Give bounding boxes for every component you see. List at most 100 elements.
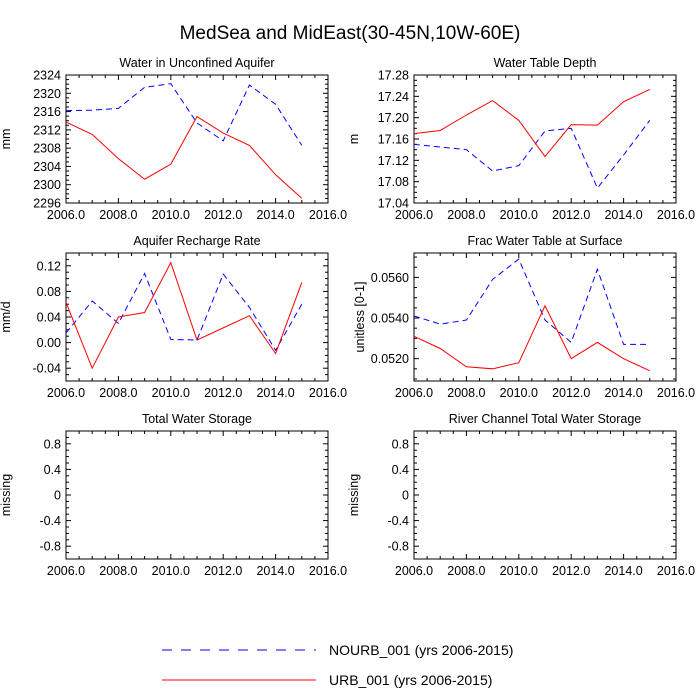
panel-title: Water Table Depth [494, 56, 597, 70]
y-tick-label: 2308 [33, 142, 61, 156]
chart-panel-5: Total Water Storage 2006.0 2008.0 2010.0 201… [0, 412, 347, 578]
y-tick-label: 0.4 [44, 463, 61, 477]
y-tick-label: 2312 [33, 123, 61, 137]
x-tick-label: 2010.0 [500, 564, 538, 578]
y-axis-label: mm/d [0, 301, 13, 332]
x-tick-label: 2016.0 [309, 564, 347, 578]
y-tick-label: -0.8 [387, 540, 409, 554]
panel-title: Total Water Storage [142, 412, 252, 426]
series-line-urb [413, 88, 651, 158]
plot-frame [65, 430, 329, 560]
y-tick-label: 0.00 [37, 336, 61, 350]
y-tick-label: 2324 [33, 69, 61, 83]
x-tick-label: 2016.0 [657, 208, 695, 222]
y-tick-label: 2304 [33, 160, 61, 174]
y-tick-label: 17.12 [378, 154, 409, 168]
x-tick-label: 2008.0 [99, 564, 137, 578]
panels: Water in Unconfined Aquifer 2006.0 2008.0 2… [0, 56, 695, 578]
plot-frame [413, 74, 677, 204]
x-tick-label: 2016.0 [309, 386, 347, 400]
y-tick-label: 0.12 [37, 259, 61, 273]
panel-title: River Channel Total Water Storage [449, 412, 642, 426]
y-tick-label: 17.16 [378, 133, 409, 147]
x-tick-label: 2006.0 [47, 564, 85, 578]
y-axis-label: m [347, 134, 361, 144]
series-line-urb [413, 304, 651, 372]
x-tick-label: 2008.0 [447, 208, 485, 222]
legend-label-nourb: NOURB_001 (yrs 2006-2015) [329, 642, 513, 658]
x-tick-label: 2010.0 [152, 208, 190, 222]
series-line-nourb [413, 258, 650, 345]
x-tick-label: 2012.0 [552, 386, 590, 400]
series-line-urb [65, 261, 303, 370]
y-tick-label: 17.04 [378, 197, 409, 211]
y-tick-label: 0.0560 [371, 271, 409, 285]
x-tick-label: 2008.0 [447, 564, 485, 578]
x-tick-label: 2014.0 [604, 386, 642, 400]
y-tick-label: 2316 [33, 105, 61, 119]
chart-panel-4: Frac Water Table at Surface 2006.0 2008.0 2… [353, 234, 695, 400]
chart-panel-6: River Channel Total Water Storage 2006.0 2… [347, 412, 695, 578]
x-tick-label: 2006.0 [47, 208, 85, 222]
y-tick-label: 0.0520 [371, 352, 409, 366]
y-tick-label: 2296 [33, 197, 61, 211]
x-tick-label: 2014.0 [604, 208, 642, 222]
series-line-nourb [65, 272, 303, 352]
x-tick-label: 2008.0 [447, 386, 485, 400]
x-tick-label: 2006.0 [395, 564, 433, 578]
x-tick-label: 2006.0 [47, 386, 85, 400]
x-tick-label: 2014.0 [604, 564, 642, 578]
panel-title: Water in Unconfined Aquifer [119, 56, 274, 70]
x-tick-label: 2012.0 [552, 208, 590, 222]
x-tick-label: 2006.0 [395, 386, 433, 400]
series-line-nourb [65, 83, 303, 146]
y-tick-label: 0.08 [37, 285, 61, 299]
series-line-nourb [413, 120, 651, 190]
chart-panel-2: Water Table Depth 2006.0 2008.0 2010.0 2012.… [347, 56, 695, 222]
x-tick-label: 2012.0 [204, 208, 242, 222]
y-tick-label: 17.24 [378, 90, 409, 104]
y-tick-label: 17.20 [378, 111, 409, 125]
plot-frame [413, 252, 677, 382]
x-tick-label: 2006.0 [395, 208, 433, 222]
x-tick-label: 2012.0 [552, 564, 590, 578]
y-tick-label: 17.08 [378, 175, 409, 189]
y-tick-label: 0.8 [392, 437, 409, 451]
x-tick-label: 2010.0 [152, 386, 190, 400]
x-tick-label: 2014.0 [256, 564, 294, 578]
panel-title: Frac Water Table at Surface [468, 234, 623, 248]
y-tick-label: -0.04 [33, 362, 62, 376]
x-tick-label: 2014.0 [256, 386, 294, 400]
y-tick-label: 0.8 [44, 437, 61, 451]
chart-panel-1: Water in Unconfined Aquifer 2006.0 2008.0 2… [0, 56, 347, 222]
x-tick-label: 2012.0 [204, 386, 242, 400]
y-tick-label: 0 [402, 489, 409, 503]
legend: NOURB_001 (yrs 2006-2015) URB_001 (yrs 2… [162, 642, 513, 688]
x-tick-label: 2010.0 [500, 208, 538, 222]
plot-frame [413, 430, 677, 560]
x-tick-label: 2014.0 [256, 208, 294, 222]
y-tick-label: -0.4 [387, 514, 409, 528]
y-tick-label: -0.4 [39, 514, 61, 528]
x-tick-label: 2010.0 [500, 386, 538, 400]
y-tick-label: 2320 [33, 87, 61, 101]
x-tick-label: 2016.0 [657, 386, 695, 400]
y-tick-label: 0 [54, 489, 61, 503]
x-tick-label: 2008.0 [99, 208, 137, 222]
x-tick-label: 2016.0 [657, 564, 695, 578]
legend-label-urb: URB_001 (yrs 2006-2015) [329, 672, 492, 688]
y-tick-label: 0.04 [37, 311, 61, 325]
y-tick-label: 2300 [33, 178, 61, 192]
x-tick-label: 2012.0 [204, 564, 242, 578]
y-tick-label: 0.4 [392, 463, 409, 477]
panel-title: Aquifer Recharge Rate [133, 234, 260, 248]
y-tick-label: 0.0540 [371, 312, 409, 326]
y-tick-label: 17.28 [378, 69, 409, 83]
chart-panel-3: Aquifer Recharge Rate 2006.0 2008.0 2010.0 2… [0, 234, 347, 400]
y-axis-label: missing [347, 474, 361, 516]
y-axis-label: mm [0, 129, 13, 150]
y-axis-label: unitless [0-1] [353, 282, 367, 353]
y-tick-label: -0.8 [39, 540, 61, 554]
x-tick-label: 2016.0 [309, 208, 347, 222]
